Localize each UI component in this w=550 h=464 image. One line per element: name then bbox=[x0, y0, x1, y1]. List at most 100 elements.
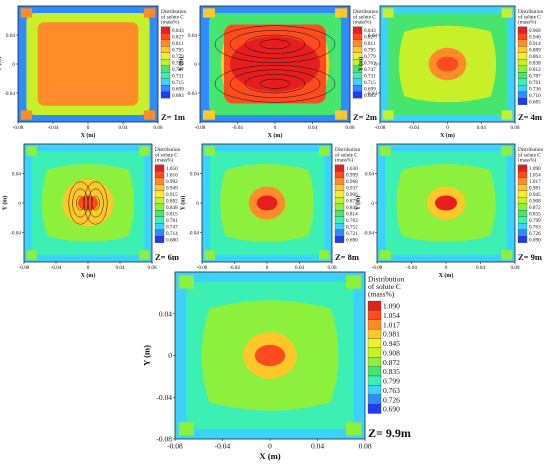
legend-title: of solute C bbox=[518, 13, 541, 20]
legend-swatch bbox=[367, 328, 382, 339]
legend-level-label: 1.090 bbox=[529, 166, 541, 172]
x-tick-label: 0 bbox=[87, 265, 90, 271]
legend-level-label: 0.845 bbox=[346, 205, 358, 211]
legend-level-label: 0.889 bbox=[529, 47, 541, 53]
legend-level-label: 1.016 bbox=[166, 172, 178, 178]
legend-swatch bbox=[154, 164, 165, 172]
y-tick-label: 0.04 bbox=[159, 309, 172, 318]
legend-level-label: 0.763 bbox=[529, 224, 541, 230]
legend-swatch bbox=[160, 91, 171, 99]
legend-level-label: 0.827 bbox=[172, 34, 184, 40]
panel-z-label: Z= 9m bbox=[518, 252, 542, 262]
legend-level-label: 1.030 bbox=[346, 166, 358, 172]
legend-swatch bbox=[367, 347, 382, 358]
legend-swatch bbox=[160, 26, 171, 34]
x-axis-label: X (m) bbox=[440, 132, 455, 139]
legend-level-label: 0.949 bbox=[166, 185, 178, 191]
legend-level-label: 0.827 bbox=[364, 34, 376, 40]
legend-level-label: 0.906 bbox=[346, 192, 358, 198]
legend-swatch bbox=[517, 216, 528, 224]
y-tick-label: -0.04 bbox=[4, 91, 15, 97]
legend-level-label: 0.843 bbox=[364, 28, 376, 34]
panel-7: -0.08 -0.04 0 0.04 0.08 X (m) 0.04 0 -0.04 -0.08 Y… bbox=[142, 271, 411, 461]
legend-swatch bbox=[154, 236, 165, 243]
x-tick-label: 0.04 bbox=[118, 125, 127, 131]
y-tick-label: 0.04 bbox=[188, 33, 197, 39]
contour-corner-2 bbox=[144, 8, 156, 18]
contour-corner-3 bbox=[20, 110, 32, 120]
legend-swatch bbox=[367, 310, 382, 320]
legend-level-label: 0.781 bbox=[166, 218, 178, 224]
streamline-vortex-2 bbox=[91, 195, 100, 211]
legend-swatch bbox=[352, 85, 363, 92]
contour-corner-3 bbox=[382, 110, 394, 120]
legend-swatch bbox=[517, 210, 528, 217]
panel-z-label: Z= 1m bbox=[161, 112, 185, 122]
legend-swatch bbox=[154, 177, 165, 185]
legend-swatch bbox=[517, 72, 528, 79]
legend-swatch bbox=[367, 394, 382, 405]
legend-level-label: 0.838 bbox=[529, 60, 541, 66]
contour-corner-3 bbox=[204, 250, 215, 260]
legend-level-label: 0.680 bbox=[166, 237, 178, 243]
x-tick-label: -0.04 bbox=[48, 125, 59, 131]
legend-level-label: 0.937 bbox=[346, 185, 358, 191]
x-tick-label: 0.04 bbox=[477, 125, 486, 131]
legend-title: Distribution bbox=[161, 9, 186, 15]
legend-level-label: 0.843 bbox=[172, 28, 184, 34]
x-tick-label: -0.08 bbox=[195, 125, 206, 131]
legend-level-label: 0.968 bbox=[529, 28, 541, 34]
contour-corner-3 bbox=[379, 250, 391, 260]
contour-corner-4 bbox=[319, 250, 330, 260]
contour-corner-1 bbox=[26, 146, 37, 156]
y-axis-label: Y (m) bbox=[177, 57, 184, 72]
contour-corner-1 bbox=[382, 8, 394, 18]
x-tick-label: 0.04 bbox=[295, 265, 304, 271]
legend-level-label: 1.050 bbox=[166, 166, 178, 172]
legend-title: (mass%) bbox=[368, 290, 395, 299]
legend-level-label: 0.752 bbox=[346, 224, 358, 230]
y-tick-label: 0.04 bbox=[365, 171, 374, 177]
legend-level-label: 0.811 bbox=[172, 41, 184, 47]
legend-swatch bbox=[352, 33, 363, 40]
legend-level-label: 0.848 bbox=[166, 205, 178, 211]
legend-swatch bbox=[334, 223, 345, 230]
y-axis-label: Y (m) bbox=[0, 57, 2, 72]
panel-z-label: Z= 9.9m bbox=[368, 426, 411, 440]
legend-swatch bbox=[334, 164, 345, 172]
y-tick-label: -0.08 bbox=[156, 435, 172, 444]
legend-title: (mass%) bbox=[353, 19, 371, 26]
legend-swatch bbox=[367, 385, 382, 395]
legend-swatch bbox=[517, 46, 528, 53]
legend-swatch bbox=[517, 229, 528, 237]
legend-level-label: 0.715 bbox=[364, 80, 376, 86]
legend-swatch bbox=[517, 39, 528, 47]
x-tick-label: -0.08 bbox=[13, 125, 24, 131]
contour-corner-2 bbox=[501, 146, 513, 156]
legend-swatch bbox=[517, 171, 528, 178]
legend-swatch bbox=[367, 338, 382, 349]
contour-corner-4 bbox=[346, 422, 362, 436]
y-axis-label: Y (m) bbox=[354, 196, 361, 211]
streamline-vortex-1 bbox=[214, 25, 336, 64]
x-axis-label: X (m) bbox=[268, 132, 283, 139]
x-tick-label: -0.08 bbox=[19, 265, 30, 271]
legend-level-label: 0.763 bbox=[172, 60, 184, 66]
legend-level-label: 0.811 bbox=[364, 41, 376, 47]
legend-level-label: 0.731 bbox=[364, 73, 376, 79]
panel-z-label: Z= 4m bbox=[518, 112, 542, 122]
legend-swatch bbox=[517, 91, 528, 99]
x-tick-label: -0.08 bbox=[197, 265, 208, 271]
legend-swatch bbox=[352, 78, 363, 86]
legend-level-label: 0.683 bbox=[172, 93, 184, 99]
y-tick-label: 0 bbox=[168, 351, 172, 360]
legend-swatch bbox=[367, 300, 382, 311]
x-tick-label: 0.08 bbox=[327, 265, 336, 271]
legend-level-label: 0.863 bbox=[529, 54, 541, 60]
legend-title: (mass%) bbox=[518, 157, 536, 164]
legend-swatch bbox=[367, 357, 382, 367]
y-tick-label: 0 bbox=[196, 201, 199, 207]
legend-level-label: 1.017 bbox=[383, 320, 400, 329]
